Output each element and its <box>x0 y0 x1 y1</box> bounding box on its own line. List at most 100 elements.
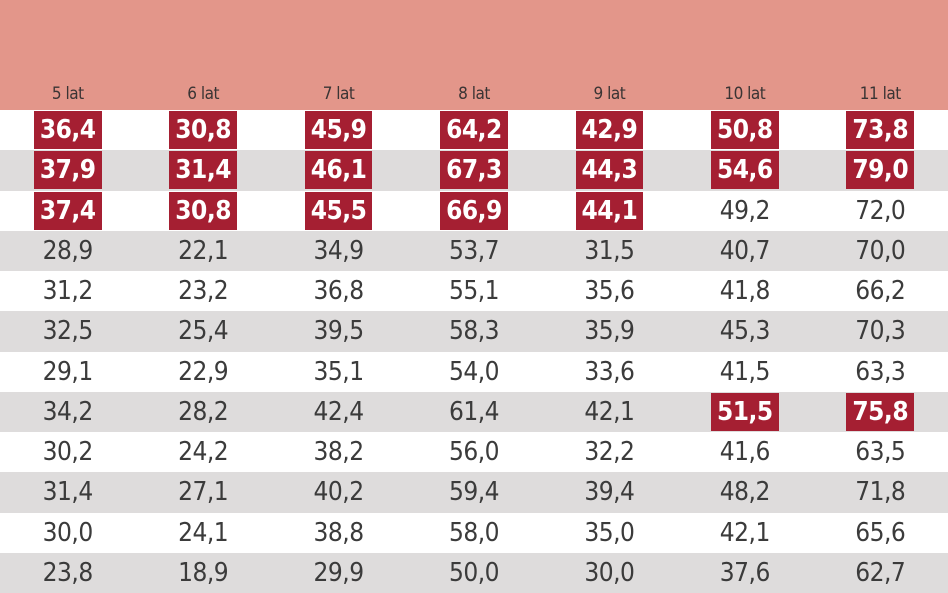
table-cell: 61,4 <box>406 392 541 432</box>
table-cell: 35,0 <box>542 513 677 553</box>
table-cell: 34,2 <box>0 392 135 432</box>
table-cell: 41,8 <box>677 271 812 311</box>
highlighted-value: 50,8 <box>710 111 779 150</box>
table-row: 36,4 30,8 45,9 64,2 42,9 50,8 73,8 <box>0 110 948 150</box>
highlighted-value: 42,9 <box>575 111 644 150</box>
table-cell: 63,3 <box>813 352 948 392</box>
cell-value: 70,0 <box>855 235 906 266</box>
cell-value: 63,5 <box>855 437 906 468</box>
cell-value: 54,0 <box>448 356 500 387</box>
table-row: 23,8 18,9 29,9 50,0 30,0 37,6 62,7 <box>0 552 948 593</box>
cell-value: 55,1 <box>448 276 500 307</box>
cell-value: 31,2 <box>42 276 94 307</box>
table-cell: 42,1 <box>542 392 677 432</box>
cell-value: 23,2 <box>178 276 229 307</box>
cell-value: 58,0 <box>448 517 500 548</box>
table-cell: 45,3 <box>677 311 812 351</box>
table-cell: 50,0 <box>406 553 541 593</box>
cell-value: 22,1 <box>178 235 229 266</box>
table-cell: 37,9 <box>0 150 135 190</box>
table-cell: 24,2 <box>135 432 270 472</box>
cell-value: 41,8 <box>719 276 771 307</box>
table-cell: 56,0 <box>406 432 541 472</box>
table-cell: 31,2 <box>0 271 135 311</box>
cell-value: 58,3 <box>448 316 500 347</box>
table-cell: 29,9 <box>271 553 406 593</box>
cell-value: 36,8 <box>313 276 365 307</box>
cell-value: 27,1 <box>178 477 229 508</box>
highlighted-value: 37,9 <box>33 151 102 190</box>
table-cell: 50,8 <box>677 110 812 150</box>
table-row: 31,4 27,1 40,2 59,4 39,4 48,2 71,8 <box>0 472 948 513</box>
table-cell: 24,1 <box>135 513 270 553</box>
cell-value: 48,2 <box>719 477 771 508</box>
cell-value: 37,6 <box>719 557 771 588</box>
table-row: 34,2 28,2 42,4 61,4 42,1 51,5 75,8 <box>0 391 948 432</box>
table-body: 36,4 30,8 45,9 64,2 42,9 50,8 73,8 37,9 31,4 46,1… <box>0 110 948 593</box>
table-cell: 30,8 <box>135 110 270 150</box>
column-header: 5 lat <box>51 84 84 104</box>
cell-value: 28,9 <box>42 235 94 266</box>
table-cell: 65,6 <box>813 513 948 553</box>
cell-value: 50,0 <box>448 557 500 588</box>
cell-value: 29,9 <box>313 557 365 588</box>
table-cell: 31,4 <box>0 472 135 512</box>
highlighted-value: 30,8 <box>169 111 237 150</box>
table-cell: 39,5 <box>271 311 406 351</box>
table-cell: 54,6 <box>677 150 812 190</box>
cell-value: 62,7 <box>855 557 906 588</box>
table-cell: 31,4 <box>135 150 270 190</box>
table-cell: 27,1 <box>135 472 270 512</box>
cell-value: 53,7 <box>448 235 500 266</box>
table-cell: 59,4 <box>406 472 541 512</box>
cell-value: 38,2 <box>313 437 365 468</box>
table-cell: 51,5 <box>677 392 812 432</box>
table-cell: 38,2 <box>271 432 406 472</box>
table-cell: 73,8 <box>813 110 948 150</box>
cell-value: 18,9 <box>178 557 229 588</box>
table-cell: 48,2 <box>677 472 812 512</box>
cell-value: 49,2 <box>719 195 771 226</box>
table-cell: 28,2 <box>135 392 270 432</box>
table-row: 37,9 31,4 46,1 67,3 44,3 54,6 79,0 <box>0 150 948 191</box>
highlighted-value: 45,9 <box>304 111 373 150</box>
cell-value: 30,2 <box>42 437 94 468</box>
cell-value: 63,3 <box>855 356 906 387</box>
table-header: 5 lat 6 lat 7 lat 8 lat 9 lat 10 lat 11 lat <box>0 0 948 110</box>
table-cell: 22,1 <box>135 231 270 271</box>
cell-value: 35,0 <box>584 517 635 548</box>
cell-value: 24,2 <box>178 437 229 468</box>
table-cell: 63,5 <box>813 432 948 472</box>
highlighted-value: 31,4 <box>169 151 237 190</box>
table-cell: 22,9 <box>135 352 270 392</box>
table-cell: 29,1 <box>0 352 135 392</box>
table-cell: 58,3 <box>406 311 541 351</box>
table-cell: 70,3 <box>813 311 948 351</box>
table-cell: 23,2 <box>135 271 270 311</box>
table-cell: 39,4 <box>542 472 677 512</box>
table-cell: 45,9 <box>271 110 406 150</box>
table-cell: 36,4 <box>0 110 135 150</box>
highlighted-value: 37,4 <box>33 191 102 230</box>
table-row: 31,2 23,2 36,8 55,1 35,6 41,8 66,2 <box>0 271 948 311</box>
table-cell: 75,8 <box>813 392 948 432</box>
table-cell: 41,5 <box>677 352 812 392</box>
cell-value: 28,2 <box>178 396 229 427</box>
cell-value: 40,7 <box>719 235 771 266</box>
column-header: 8 lat <box>458 84 490 104</box>
cell-value: 23,8 <box>42 557 94 588</box>
cell-value: 25,4 <box>178 316 229 347</box>
highlighted-value: 54,6 <box>710 151 779 190</box>
table-cell: 34,9 <box>271 231 406 271</box>
cell-value: 42,4 <box>313 396 365 427</box>
table-cell: 40,7 <box>677 231 812 271</box>
highlighted-value: 79,0 <box>846 151 915 190</box>
cell-value: 31,5 <box>584 235 635 266</box>
highlighted-value: 66,9 <box>440 191 508 230</box>
table-cell: 35,6 <box>542 271 677 311</box>
cell-value: 42,1 <box>719 517 771 548</box>
table-cell: 79,0 <box>813 150 948 190</box>
cell-value: 39,4 <box>584 477 635 508</box>
cell-value: 59,4 <box>448 477 500 508</box>
